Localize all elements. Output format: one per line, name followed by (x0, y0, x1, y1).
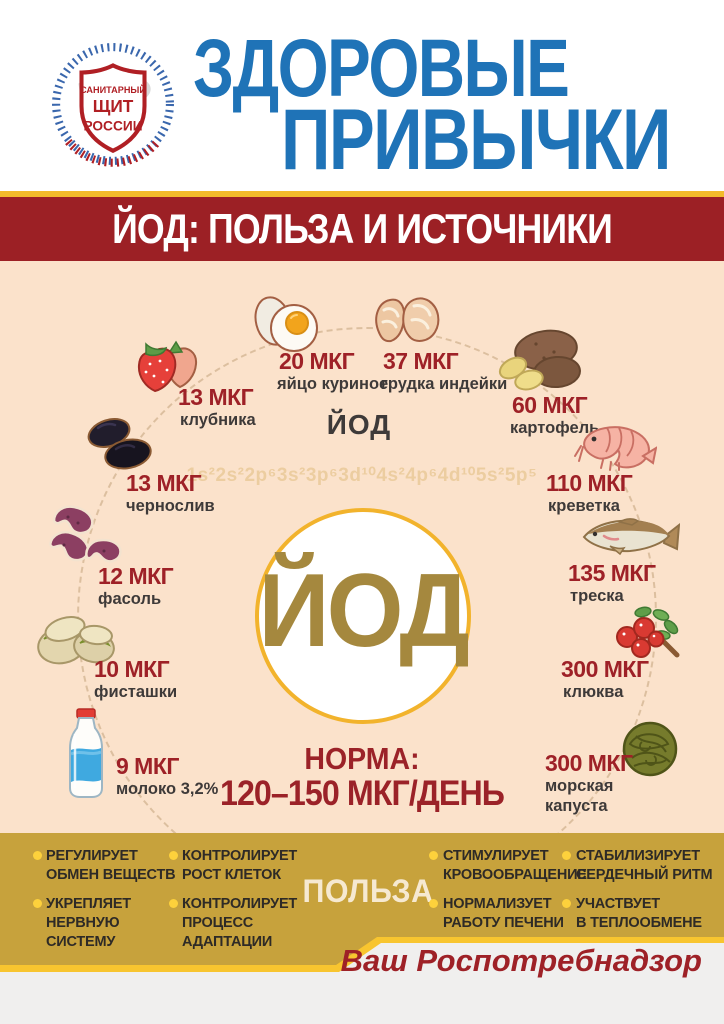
prunes-icon (87, 418, 152, 470)
banner-title: ЙОД: ПОЛЬЗА И ИСТОЧНИКИ (112, 205, 613, 252)
norm-label: НОРМА: (304, 741, 420, 776)
food-label-shrimp: креветка (548, 497, 620, 515)
benefit-item: СТАБИЛИЗИРУЕТ СЕРДЕЧНЫЙ РИТМ (576, 848, 713, 883)
food-value-milk: 9 МКГ (116, 753, 179, 779)
benefits-title: ПОЛЬЗА (302, 873, 434, 909)
food-value-pistachio: 10 МКГ (94, 656, 170, 682)
food-label-beans: фасоль (98, 590, 162, 608)
food-label-milk: молоко 3,2% (116, 780, 219, 798)
shrimp-icon (574, 426, 657, 471)
bullet-icon (169, 851, 178, 860)
bullet-icon (429, 899, 438, 908)
bullet-icon (33, 851, 42, 860)
logo-line2: ЩИТ (93, 96, 134, 116)
seaweed-icon (622, 721, 678, 777)
food-value-cod: 135 МКГ (568, 560, 656, 586)
logo-line1: САНИТАРНЫЙ (80, 84, 146, 95)
potato-icon (498, 329, 581, 391)
food-label-cranberry: клюква (563, 683, 624, 701)
food-label-seaweed: морская капуста (545, 777, 614, 815)
food-label-pistachio: фисташки (94, 683, 178, 701)
poster-title-line2: ПРИВЫЧКИ (281, 92, 671, 188)
iodine-center-circle: ЙОД (255, 508, 471, 724)
benefit-item: УЧАСТВУЕТ В ТЕПЛООБМЕНЕ (576, 896, 702, 931)
shield-icon (79, 63, 147, 153)
iodine-symbol: ЙОД (258, 552, 470, 669)
bullet-icon (169, 899, 178, 908)
element-label: ЙОД (326, 409, 392, 440)
food-label-cod: треска (570, 587, 624, 605)
sanitary-shield-logo: САНИТАРНЫЙ ЩИТ РОССИИ (52, 43, 174, 167)
gold-band-shape (0, 833, 724, 972)
strawberry-icon (137, 340, 198, 392)
benefit-item: РЕГУЛИРУЕТ ОБМЕН ВЕЩЕСТВ (46, 848, 176, 883)
rospotrebnadzor-signature: Ваш Роспотребнадзор (340, 943, 702, 978)
cod-fish-icon (582, 518, 680, 556)
benefit-item: СТИМУЛИРУЕТ КРОВООБРАЩЕНИЕ (443, 848, 587, 883)
pistachio-icon (37, 616, 115, 665)
bullet-icon (562, 851, 571, 860)
food-value-cranberry: 300 МКГ (561, 656, 649, 682)
beans-icon (48, 505, 122, 563)
benefit-item: КОНТРОЛИРУЕТ РОСТ КЛЕТОК (182, 848, 298, 883)
turkey-breast-icon (375, 297, 440, 343)
cranberry-icon (616, 606, 680, 658)
food-value-shrimp: 110 МКГ (546, 470, 633, 496)
food-value-turkey: 37 МКГ (383, 348, 459, 374)
food-label-prunes: чернослив (126, 497, 215, 515)
benefits-section: РЕГУЛИРУЕТ ОБМЕН ВЕЩЕСТВ УКРЕПЛЯЕТ НЕРВН… (0, 833, 724, 1024)
bullet-icon (429, 851, 438, 860)
food-label-turkey: грудка индейки (381, 375, 508, 393)
logo-line3: РОССИИ (83, 118, 142, 133)
food-value-prunes: 13 МКГ (126, 470, 202, 496)
milk-bottle-icon (69, 708, 103, 798)
food-value-egg: 20 МКГ (279, 348, 355, 374)
food-value-potato: 60 МКГ (512, 392, 588, 418)
food-label-strawberry: клубника (180, 411, 256, 429)
bullet-icon (562, 899, 571, 908)
food-label-egg: яйцо куриное (277, 375, 389, 393)
food-value-beans: 12 МКГ (98, 563, 174, 589)
bullet-icon (33, 899, 42, 908)
food-label-potato: картофель (510, 419, 600, 437)
gold-divider (0, 191, 724, 197)
section-banner: ЙОД: ПОЛЬЗА И ИСТОЧНИКИ (0, 197, 724, 261)
food-value-strawberry: 13 МКГ (178, 384, 254, 410)
food-value-seaweed: 300 МКГ (545, 750, 633, 776)
benefit-item: УКРЕПЛЯЕТ НЕРВНУЮ СИСТЕМУ (46, 896, 131, 950)
header: САНИТАРНЫЙ ЩИТ РОССИИ ЗДОРОВЫЕ ПРИВЫЧКИ (0, 0, 724, 191)
norm-value: 120–150 МКГ/ДЕНЬ (219, 774, 505, 813)
poster-title-line1: ЗДОРОВЫЕ (193, 23, 570, 114)
iodine-diagram: ЙОД 1s²2s²2p⁶3s²3p⁶3d¹⁰4s²4p⁶4d¹⁰5s²5p⁵ … (0, 261, 724, 833)
electron-configuration: 1s²2s²2p⁶3s²3p⁶3d¹⁰4s²4p⁶4d¹⁰5s²5p⁵ (186, 465, 538, 486)
benefit-item: КОНТРОЛИРУЕТ ПРОЦЕСС АДАПТАЦИИ (182, 896, 298, 950)
benefit-item: НОРМАЛИЗУЕТ РАБОТУ ПЕЧЕНИ (443, 896, 564, 931)
egg-icon (254, 296, 318, 352)
